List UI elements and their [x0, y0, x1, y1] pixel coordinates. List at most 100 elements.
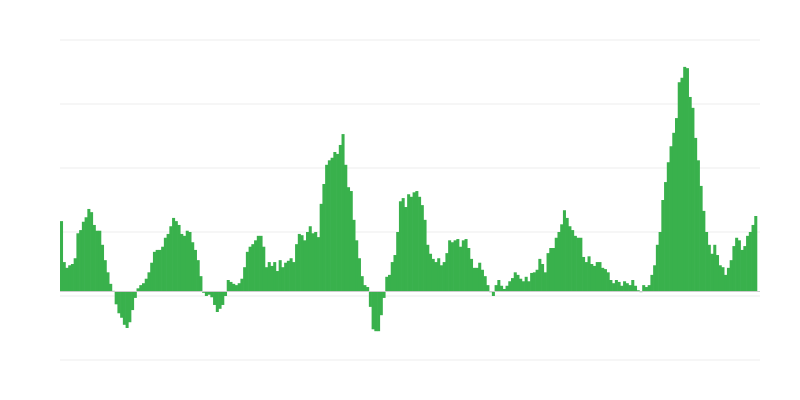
bar — [614, 280, 618, 292]
bar — [439, 265, 443, 292]
bar — [593, 265, 597, 292]
bar — [694, 137, 698, 292]
bar — [527, 281, 531, 292]
bar — [155, 249, 159, 292]
bar — [478, 262, 482, 292]
bar — [743, 246, 747, 292]
bar — [300, 235, 304, 292]
bar — [281, 267, 285, 292]
bar — [374, 291, 378, 332]
bar — [262, 246, 266, 292]
bar — [150, 262, 154, 292]
bar — [357, 258, 361, 292]
bar — [382, 291, 386, 298]
bar — [620, 285, 624, 292]
bar — [248, 246, 252, 292]
bar — [748, 232, 752, 292]
bar — [379, 291, 383, 316]
bar — [325, 164, 329, 292]
bar — [636, 290, 640, 292]
bar — [377, 291, 381, 332]
bar — [666, 162, 670, 292]
bar — [598, 262, 602, 292]
bar — [685, 68, 689, 292]
bar — [393, 255, 397, 292]
bar — [609, 280, 613, 292]
bar — [699, 185, 703, 292]
bar — [147, 272, 151, 292]
bar — [330, 157, 334, 292]
bar — [538, 258, 542, 292]
bar — [125, 291, 129, 328]
bar — [721, 267, 725, 292]
bar — [634, 285, 638, 292]
bar — [278, 260, 282, 292]
bar — [76, 233, 80, 292]
bar — [396, 232, 400, 292]
bar — [90, 212, 94, 292]
bar — [491, 291, 495, 296]
bar — [412, 192, 416, 292]
bar — [245, 251, 249, 292]
bar — [464, 239, 468, 292]
bar — [81, 221, 85, 292]
bar — [251, 244, 255, 292]
bar — [554, 237, 558, 292]
bar — [292, 262, 296, 292]
bar — [664, 182, 668, 292]
bar — [210, 291, 214, 298]
bar — [595, 262, 599, 292]
bar — [174, 221, 178, 292]
bar — [390, 262, 394, 292]
bar — [347, 187, 351, 292]
bar — [60, 221, 64, 292]
bar — [322, 184, 326, 292]
bar — [453, 240, 457, 292]
bar — [696, 160, 700, 292]
bar — [256, 235, 260, 292]
bar — [521, 281, 525, 292]
bar — [284, 262, 288, 292]
bar — [524, 276, 528, 292]
bar — [401, 198, 405, 292]
bars — [60, 66, 758, 332]
bar — [470, 258, 474, 292]
bar — [106, 272, 110, 292]
bar — [426, 244, 430, 292]
bar — [333, 152, 337, 292]
bar — [183, 235, 187, 292]
bar — [571, 230, 575, 292]
bar — [232, 283, 236, 292]
bar — [311, 233, 315, 292]
bar — [70, 264, 74, 292]
bar — [502, 288, 506, 292]
bar — [653, 265, 657, 292]
bar — [136, 288, 140, 292]
bar — [265, 267, 269, 292]
bar — [647, 285, 651, 292]
bar — [224, 291, 228, 296]
bar — [726, 267, 730, 292]
bar — [139, 285, 143, 292]
bar — [275, 271, 279, 292]
bar — [511, 278, 515, 292]
bar — [188, 232, 192, 292]
bar — [407, 194, 411, 292]
bar — [437, 258, 441, 292]
bar — [702, 210, 706, 292]
bar — [338, 144, 342, 292]
bar — [557, 232, 561, 292]
bar — [352, 219, 356, 292]
bar — [92, 224, 96, 292]
bar — [366, 287, 370, 292]
bar — [306, 232, 310, 292]
bar — [562, 210, 566, 292]
bar — [576, 237, 580, 292]
bar — [363, 285, 367, 292]
bar — [500, 285, 504, 292]
bar — [497, 280, 501, 292]
bar — [565, 217, 569, 292]
bar — [152, 251, 156, 292]
bar — [612, 283, 616, 292]
